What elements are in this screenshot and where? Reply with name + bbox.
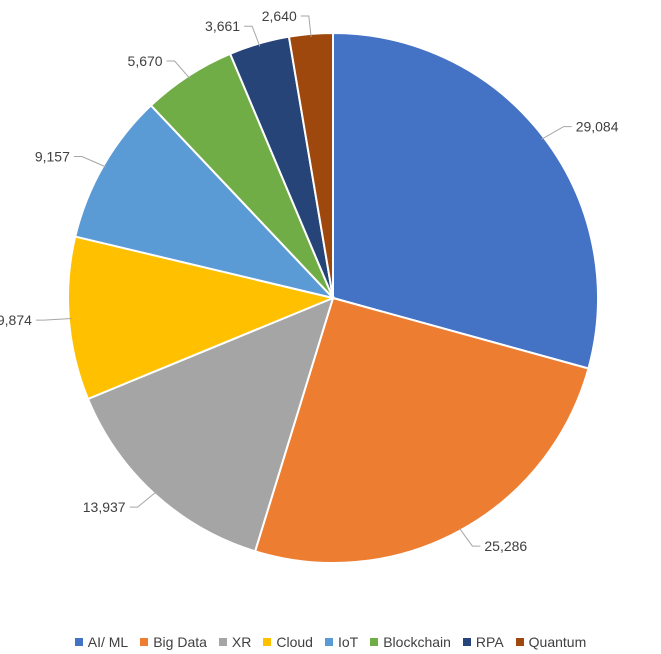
legend-item-rpa: RPA: [462, 634, 504, 650]
leader-line-xr: [129, 491, 157, 508]
data-label-rpa: 3,661: [205, 18, 240, 34]
legend-label-quantum: Quantum: [528, 634, 587, 650]
legend-item-big-data: Big Data: [140, 634, 207, 650]
legend-label-rpa: RPA: [475, 634, 504, 650]
legend-swatch-xr: [218, 638, 227, 646]
leader-line-iot: [73, 156, 107, 168]
legend-label-ai-ml: AI/ ML: [87, 634, 129, 650]
legend-item-quantum: Quantum: [515, 634, 587, 650]
legend-item-blockchain: Blockchain: [370, 634, 451, 650]
leader-line-big-data: [458, 527, 481, 547]
legend-label-cloud: Cloud: [276, 634, 313, 650]
leader-line-cloud: [35, 318, 72, 321]
leader-line-quantum: [300, 15, 312, 37]
leader-line-rpa: [244, 25, 261, 47]
data-label-iot: 9,157: [35, 149, 70, 165]
data-label-cloud: 9,874: [0, 312, 32, 328]
legend-item-cloud: Cloud: [263, 634, 313, 650]
data-label-quantum: 2,640: [262, 8, 297, 24]
legend-label-big-data: Big Data: [153, 634, 207, 650]
legend-swatch-ai-ml: [74, 638, 83, 646]
legend: AI/ ML Big Data XR Cloud IoT Blockchain RPA Qua…: [0, 630, 661, 654]
data-label-xr: 13,937: [83, 499, 126, 515]
legend-label-iot: IoT: [337, 634, 359, 650]
legend-swatch-quantum: [515, 638, 524, 646]
leader-lines: [35, 15, 572, 547]
pie-chart: 29,084 25,286 13,937 9,874 9,157 5,670 3,661 2,…: [0, 8, 619, 564]
legend-swatch-iot: [324, 638, 333, 646]
legend-label-xr: XR: [231, 634, 252, 650]
leader-line-blockchain: [166, 60, 191, 79]
leader-line-ai-ml: [541, 126, 572, 140]
data-label-ai-ml: 29,084: [576, 119, 619, 135]
legend-item-xr: XR: [218, 634, 252, 650]
data-labels: 29,084 25,286 13,937 9,874 9,157 5,670 3,661 2,…: [0, 8, 619, 554]
legend-item-iot: IoT: [324, 634, 359, 650]
legend-label-blockchain: Blockchain: [383, 634, 451, 650]
data-label-big-data: 25,286: [484, 538, 527, 554]
legend-swatch-rpa: [462, 638, 471, 646]
legend-swatch-blockchain: [370, 638, 379, 646]
data-label-blockchain: 5,670: [128, 53, 163, 69]
legend-swatch-cloud: [263, 638, 272, 646]
legend-swatch-big-data: [140, 638, 149, 646]
legend-item-ai-ml: AI/ ML: [74, 634, 129, 650]
pie-slices: [67, 31, 599, 564]
